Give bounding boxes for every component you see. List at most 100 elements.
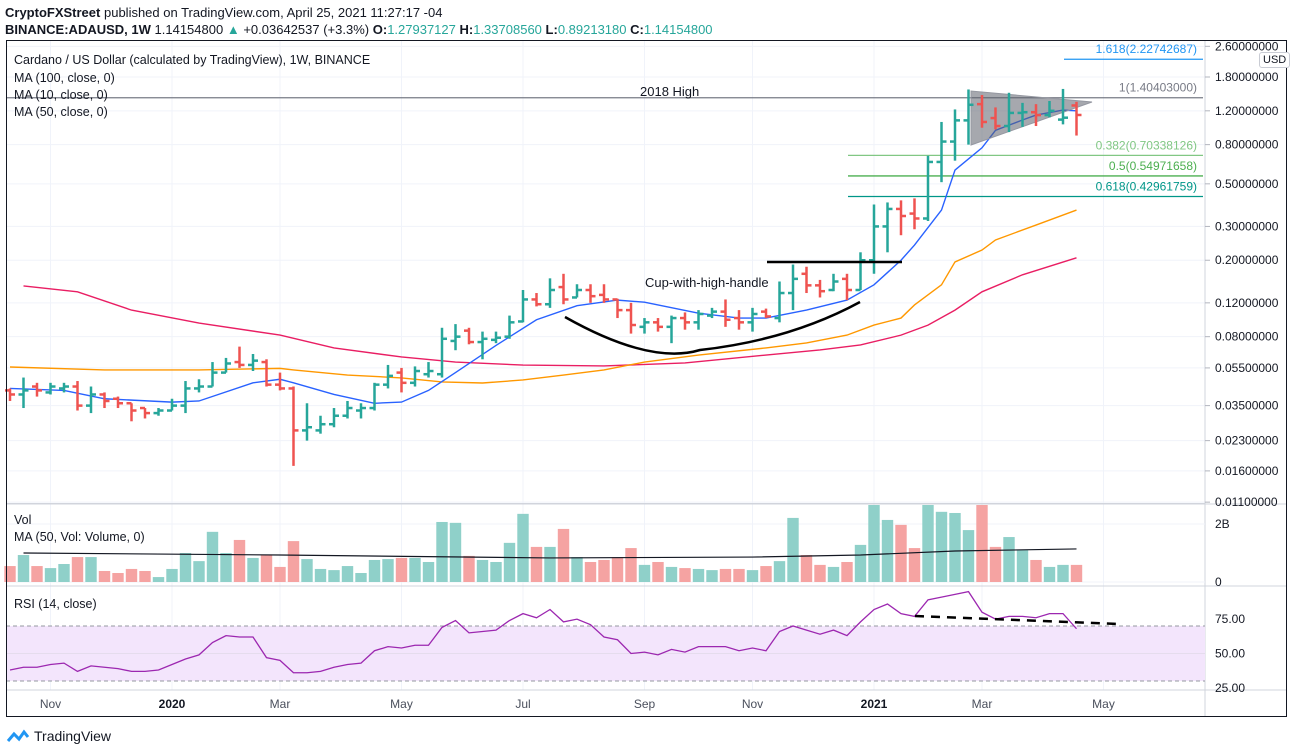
ohlc-bar <box>329 408 339 428</box>
ohlc-bar <box>828 273 839 292</box>
volume-bar <box>584 561 597 582</box>
ohlc-bar <box>32 382 42 397</box>
volume-bar <box>868 505 880 582</box>
ma50-line <box>9 209 1077 384</box>
price-tick-label: 0.12000000 <box>1215 296 1279 310</box>
ohlc-bar <box>342 400 353 419</box>
tradingview-logo[interactable]: TradingView <box>6 728 111 744</box>
volume-bar <box>4 566 16 582</box>
rsi-trendline[interactable] <box>914 614 1121 626</box>
ohlc-bar <box>936 121 947 183</box>
price-tick-label: 1.20000000 <box>1215 104 1279 118</box>
ohlc-bar <box>59 382 69 393</box>
legend-ma50[interactable]: MA (50, close, 0) <box>14 105 108 119</box>
volume-bar <box>598 559 610 582</box>
ohlc-bar <box>680 312 690 330</box>
volume-bar <box>368 559 381 582</box>
fib-retracement[interactable]: 1.618(2.22742687) 1(1.40403000) 0.382(0.70… <box>6 42 1203 198</box>
symbol-label: BINANCE:ADAUSD, 1W <box>5 22 151 37</box>
ohlc-bar <box>639 318 650 334</box>
ohlc-bar <box>1017 102 1028 127</box>
volume-bar <box>530 546 543 582</box>
ohlc-bar <box>558 273 569 305</box>
volume-bar <box>922 505 934 582</box>
ohlc-bar <box>990 107 1001 130</box>
currency-badge[interactable]: USD <box>1259 52 1291 68</box>
volume-bar <box>152 577 165 582</box>
volume-bar <box>220 553 232 582</box>
volume-bar <box>395 557 408 582</box>
price-axis[interactable]: 2.60000000 1.80000000 1.20000000 0.80000000… <box>1205 39 1279 509</box>
volume-bar <box>314 568 327 582</box>
volume-bar <box>841 561 853 582</box>
ohlc-bar <box>653 318 663 332</box>
ohlc-bar <box>86 386 96 414</box>
ohlc-bar <box>950 109 960 161</box>
ohlc-bar <box>923 155 933 222</box>
ohlc-bar <box>369 382 380 411</box>
volume-bar <box>503 542 516 582</box>
ohlc-bar <box>383 364 393 389</box>
ohlc-bar <box>180 381 191 414</box>
volume-bar <box>341 566 354 582</box>
low-label: L: <box>545 22 558 37</box>
fib-label: 0.5(0.54971658) <box>1109 159 1197 173</box>
volume-bar <box>179 553 192 582</box>
ohlc-bar <box>693 310 704 330</box>
legend-ma10[interactable]: MA (10, close, 0) <box>14 88 108 102</box>
ohlc-bar <box>774 281 785 323</box>
time-tick-label: May <box>390 697 413 711</box>
close-label: C: <box>630 22 644 37</box>
legend-ma100[interactable]: MA (100, close, 0) <box>14 71 115 85</box>
ohlc-bar <box>1044 100 1055 118</box>
volume-bar <box>719 568 732 582</box>
fib-label: 1(1.40403000) <box>1119 81 1197 95</box>
price-tick-label: 0.05500000 <box>1215 361 1279 375</box>
price-tick-label: 0.01600000 <box>1215 464 1279 478</box>
volume-bar <box>490 561 502 582</box>
volume-bar <box>571 557 583 582</box>
volume-bar <box>463 555 475 582</box>
ohlc-bar <box>113 396 123 409</box>
volume-bar <box>31 566 43 582</box>
ohlc-bar <box>1058 88 1068 125</box>
legend-volume[interactable]: Vol <box>14 513 32 527</box>
volume-bar <box>1016 550 1029 582</box>
ohlc-bar <box>315 415 326 434</box>
ohlc-bar <box>99 392 110 409</box>
volume-bar <box>854 544 867 582</box>
volume-bar <box>800 555 813 582</box>
ohlc-bar <box>464 327 474 345</box>
volume-tick-label: 2B <box>1215 517 1230 531</box>
published-text: published on TradingView.com, April 25, … <box>103 5 443 20</box>
volume-bar <box>247 557 259 582</box>
volume-bar <box>625 548 637 582</box>
time-tick-label: Sep <box>634 697 656 711</box>
time-axis[interactable]: Nov 2020 Mar May Jul Sep Nov 2021 Mar May <box>40 697 1115 711</box>
volume-bars <box>4 505 1083 582</box>
volume-bar <box>976 505 988 582</box>
ohlc-bar <box>666 315 677 344</box>
ohlc-bar <box>963 89 974 145</box>
price-change: +0.03642537 (+3.3%) <box>243 22 370 37</box>
cup-curve[interactable] <box>564 300 861 355</box>
volume-bar <box>935 511 948 582</box>
rsi-axis: 75.00 50.00 25.00 <box>1215 612 1245 695</box>
rsi-line <box>9 590 1077 674</box>
publisher-name[interactable]: CryptoFXStreet <box>5 5 101 20</box>
price-tick-label: 0.50000000 <box>1215 177 1279 191</box>
time-tick-label: Jul <box>515 697 530 711</box>
close-value: 1.14154800 <box>643 22 713 37</box>
time-tick-label: 2021 <box>861 697 888 711</box>
legend-volume-ma[interactable]: MA (50, Vol: Volume, 0) <box>14 530 145 544</box>
volume-bar <box>679 568 691 582</box>
volume-bar <box>665 566 678 582</box>
ohlc-bar <box>302 403 312 441</box>
volume-bar <box>112 573 124 582</box>
ohlc-bar <box>909 198 920 230</box>
open-value: 1.27937127 <box>387 22 456 37</box>
volume-bar <box>827 566 840 582</box>
legend-rsi[interactable]: RSI (14, close) <box>14 597 97 611</box>
time-tick-label: May <box>1092 697 1115 711</box>
